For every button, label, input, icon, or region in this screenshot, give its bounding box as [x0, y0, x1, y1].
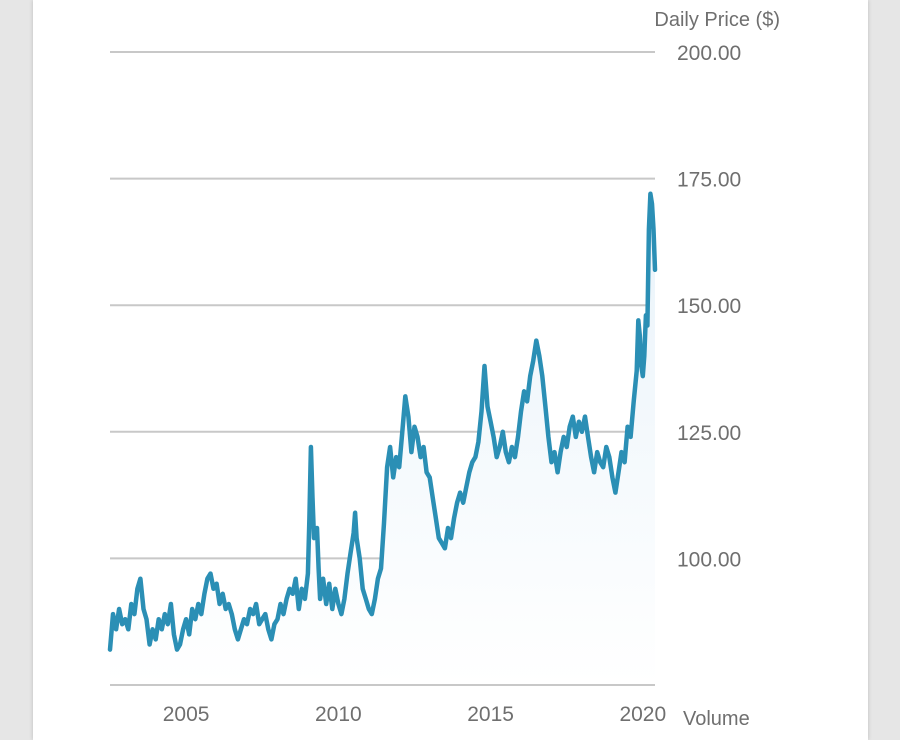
y-tick-label: 100.00 [677, 548, 741, 571]
y-axis-ticks: 100.00 125.00 150.00 175.00 200.00 [677, 42, 741, 571]
x-tick-label: 2015 [467, 703, 514, 726]
x-tick-label: 2020 [619, 703, 666, 726]
y-tick-label: 200.00 [677, 42, 741, 65]
volume-label: Volume [683, 708, 750, 730]
price-area-fill [110, 193, 655, 686]
x-tick-label: 2010 [315, 703, 362, 726]
price-line [107, 191, 658, 652]
x-axis-ticks: 2005 2010 2015 2020 [163, 703, 666, 726]
y-axis-title: Daily Price ($) [654, 9, 780, 31]
y-tick-label: 125.00 [677, 422, 741, 445]
x-tick-label: 2005 [163, 703, 210, 726]
y-tick-label: 175.00 [677, 169, 741, 192]
y-tick-label: 150.00 [677, 295, 741, 318]
